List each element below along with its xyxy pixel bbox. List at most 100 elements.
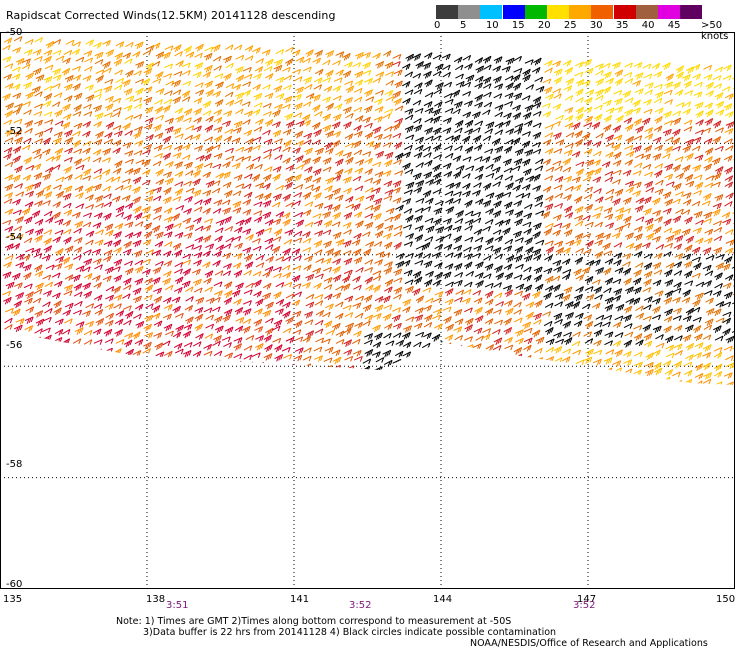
wind-barb bbox=[115, 77, 125, 84]
wind-barb bbox=[202, 171, 212, 179]
wind-barb bbox=[364, 89, 373, 97]
wind-barb bbox=[35, 74, 45, 82]
wind-barb bbox=[672, 287, 682, 294]
wind-barb bbox=[521, 95, 531, 101]
wind-barb bbox=[654, 107, 664, 115]
wind-barb bbox=[53, 352, 63, 361]
wind-barb bbox=[95, 317, 105, 326]
wind-barb bbox=[672, 215, 682, 224]
wind-barb bbox=[461, 297, 471, 305]
wind-barb bbox=[635, 262, 644, 268]
wind-barb bbox=[282, 128, 292, 136]
wind-barb bbox=[382, 170, 392, 177]
wind-barb bbox=[412, 73, 422, 79]
wind-barb bbox=[153, 332, 163, 339]
wind-barb bbox=[203, 359, 213, 367]
wind-barb bbox=[2, 56, 12, 63]
wind-barb bbox=[244, 261, 254, 270]
wind-barb bbox=[585, 169, 594, 178]
wind-barb bbox=[534, 357, 544, 364]
wind-barb bbox=[455, 81, 465, 88]
wind-barb bbox=[522, 183, 531, 191]
wind-barb bbox=[213, 109, 223, 116]
wind-barb bbox=[534, 299, 543, 308]
wind-barb bbox=[202, 389, 210, 395]
wind-barb bbox=[372, 275, 382, 282]
wind-barb bbox=[404, 168, 414, 175]
wind-barb bbox=[561, 273, 571, 281]
wind-barb bbox=[644, 82, 654, 89]
wind-barb bbox=[204, 124, 214, 133]
wind-barb bbox=[454, 334, 464, 341]
wind-barb bbox=[23, 272, 32, 280]
wind-barb bbox=[403, 325, 413, 333]
wind-barb bbox=[52, 373, 62, 380]
wind-barb bbox=[22, 254, 31, 261]
wind-barb bbox=[123, 214, 132, 221]
wind-barb bbox=[413, 322, 423, 330]
wind-barb bbox=[152, 195, 162, 202]
wind-barb bbox=[551, 364, 561, 372]
wind-barb bbox=[484, 290, 494, 299]
wind-barb bbox=[405, 316, 415, 322]
wind-barb bbox=[556, 401, 564, 408]
wind-barb bbox=[245, 163, 255, 171]
wind-barb bbox=[533, 312, 542, 321]
wind-barb bbox=[472, 127, 481, 133]
wind-barb bbox=[223, 72, 232, 81]
wind-barb bbox=[193, 217, 202, 224]
wind-barb bbox=[154, 152, 163, 159]
wind-barb bbox=[513, 127, 523, 135]
wind-barb bbox=[585, 367, 594, 373]
wind-barb bbox=[623, 71, 633, 78]
wind-barb bbox=[432, 279, 442, 287]
colorbar-swatch bbox=[547, 5, 569, 19]
wind-barb bbox=[342, 304, 352, 311]
wind-barb bbox=[215, 219, 225, 226]
wind-barb bbox=[641, 117, 651, 126]
wind-barb bbox=[405, 181, 415, 190]
wind-barb bbox=[445, 206, 455, 214]
wind-barb bbox=[104, 131, 113, 139]
wind-barb bbox=[313, 84, 323, 90]
wind-barb bbox=[485, 298, 494, 306]
wind-barb bbox=[342, 374, 352, 382]
wind-barb bbox=[413, 88, 423, 95]
wind-barb bbox=[374, 106, 384, 113]
wind-barb bbox=[64, 318, 73, 324]
wind-barb bbox=[523, 254, 533, 263]
wind-barb bbox=[625, 123, 634, 132]
wind-barb bbox=[644, 127, 654, 134]
wind-barb bbox=[311, 185, 321, 193]
wind-barb bbox=[685, 354, 694, 361]
wind-barb bbox=[292, 310, 302, 318]
wind-barb bbox=[405, 285, 414, 294]
wind-barb bbox=[482, 333, 491, 341]
wind-barb bbox=[603, 387, 611, 392]
wind-barb bbox=[142, 149, 151, 156]
wind-barb bbox=[713, 220, 722, 227]
wind-barb bbox=[522, 321, 532, 330]
wind-barb bbox=[212, 296, 221, 303]
wind-barb bbox=[255, 262, 265, 268]
wind-barb bbox=[581, 80, 591, 87]
wind-barb bbox=[143, 341, 152, 350]
wind-barb bbox=[672, 81, 681, 90]
wind-barb bbox=[434, 272, 444, 280]
wind-barb bbox=[123, 384, 133, 385]
wind-barb bbox=[513, 347, 523, 355]
wind-barb bbox=[4, 161, 14, 168]
wind-barb bbox=[691, 200, 701, 207]
wind-barb bbox=[415, 136, 424, 144]
wind-barb bbox=[523, 344, 532, 352]
wind-barb bbox=[35, 282, 44, 291]
wind-barb bbox=[514, 237, 524, 243]
wind-barb bbox=[721, 211, 731, 219]
wind-barb bbox=[473, 297, 483, 305]
wind-barb bbox=[261, 49, 271, 56]
wind-barb bbox=[231, 289, 241, 298]
wind-barb bbox=[42, 363, 52, 372]
wind-barb bbox=[474, 82, 483, 90]
wind-barb bbox=[223, 263, 232, 270]
wind-barb bbox=[113, 58, 123, 67]
